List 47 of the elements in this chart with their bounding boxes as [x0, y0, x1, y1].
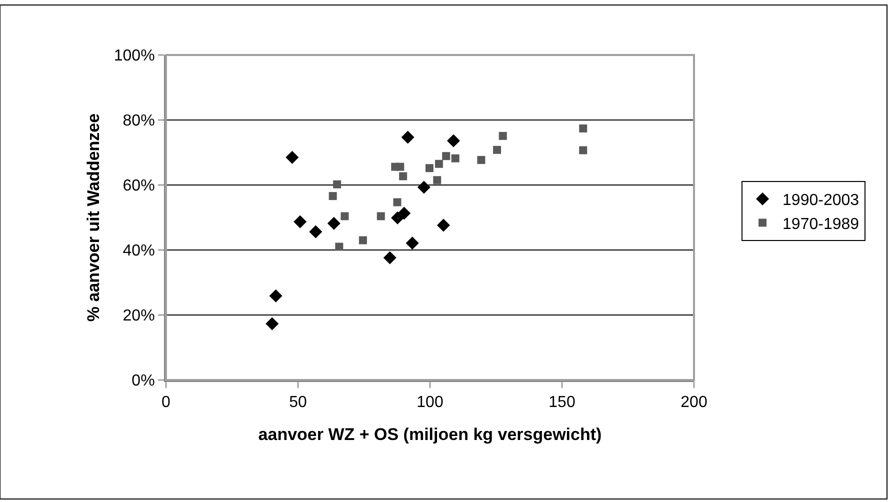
legend-label: 1990-2003	[782, 192, 860, 210]
point	[309, 225, 322, 238]
x-tick-label: 150	[548, 394, 576, 412]
point	[579, 146, 588, 154]
point	[358, 236, 367, 244]
point	[579, 124, 588, 132]
y-tick-label: 20%	[122, 308, 155, 325]
point	[436, 218, 450, 232]
point	[376, 212, 385, 220]
point	[417, 180, 430, 194]
y-axis-title: % aanvoer uit Waddenzee	[84, 113, 103, 322]
point	[399, 172, 408, 180]
point	[398, 206, 411, 220]
point	[493, 146, 502, 154]
point	[340, 212, 349, 220]
point	[442, 152, 450, 160]
x-tick-label: 0	[162, 394, 171, 412]
y-tick-label: 60%	[122, 178, 155, 195]
point	[266, 317, 279, 330]
y-tick-label: 100%	[114, 48, 155, 65]
legend-label: 1970-1989	[782, 216, 860, 233]
point	[335, 242, 344, 251]
point	[393, 198, 402, 206]
x-axis-title: aanvoer WZ + OS (miljoen kg versgewicht)	[258, 425, 602, 444]
point	[433, 176, 442, 184]
point	[286, 150, 299, 164]
point	[406, 236, 419, 250]
point	[328, 192, 337, 200]
y-tick-label: 40%	[122, 242, 155, 260]
point	[294, 215, 307, 228]
point	[327, 216, 340, 230]
point	[425, 164, 434, 172]
point	[333, 180, 342, 188]
point	[498, 132, 507, 140]
point	[434, 160, 443, 168]
point	[401, 130, 414, 144]
point	[447, 134, 460, 148]
point	[269, 289, 282, 302]
point	[383, 251, 396, 264]
point	[477, 156, 486, 164]
point	[396, 162, 404, 171]
y-tick-label: 0%	[132, 372, 155, 390]
x-tick-label: 50	[289, 394, 307, 412]
y-tick-label: 80%	[122, 112, 155, 130]
x-tick-label: 200	[680, 394, 708, 412]
point	[451, 154, 460, 162]
x-tick-label: 100	[416, 394, 444, 412]
